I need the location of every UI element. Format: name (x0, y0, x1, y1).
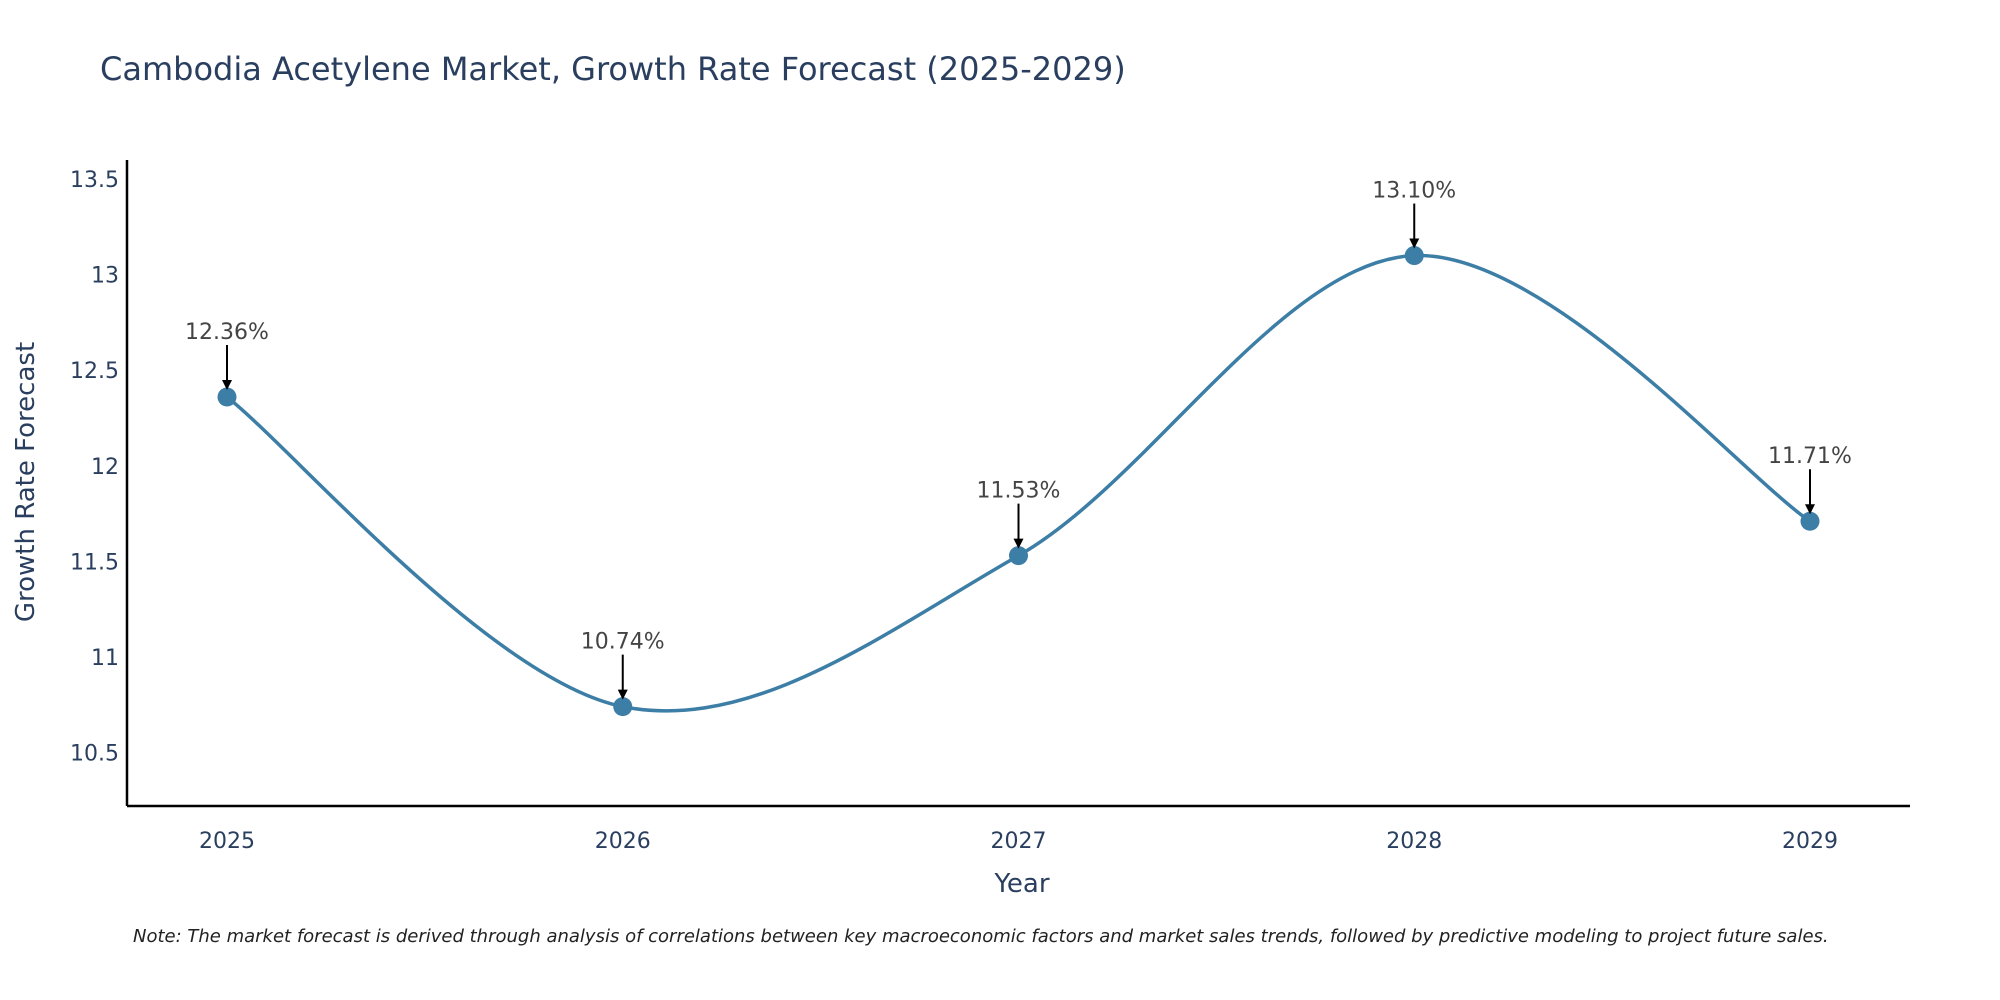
chart-note: Note: The market forecast is derived thr… (133, 926, 1829, 947)
data-label: 10.74% (581, 630, 665, 655)
data-label: 11.71% (1768, 444, 1852, 469)
y-tick-label: 10.5 (70, 741, 119, 766)
y-tick-label: 11 (91, 646, 119, 671)
data-label: 11.53% (977, 479, 1061, 504)
y-tick-label: 13.5 (70, 168, 119, 193)
data-point[interactable] (1800, 511, 1820, 531)
x-tick-label: 2029 (1782, 829, 1838, 854)
x-tick-label: 2025 (199, 829, 255, 854)
y-axis-title: Growth Rate Forecast (11, 342, 41, 622)
y-tick-label: 11.5 (70, 550, 119, 575)
x-axis-title: Year (993, 869, 1049, 899)
chart-title: Cambodia Acetylene Market, Growth Rate F… (100, 50, 1126, 88)
data-point[interactable] (1009, 546, 1028, 566)
y-tick-label: 12.5 (70, 359, 119, 384)
data-point[interactable] (217, 387, 237, 407)
x-tick-label: 2026 (595, 829, 651, 854)
data-point[interactable] (613, 697, 633, 717)
data-point[interactable] (1404, 246, 1424, 266)
y-tick-label: 13 (91, 264, 119, 289)
x-tick-label: 2027 (991, 829, 1047, 854)
y-tick-label: 12 (91, 455, 119, 480)
data-label: 13.10% (1372, 179, 1456, 204)
data-label: 12.36% (185, 320, 269, 345)
x-tick-label: 2028 (1386, 829, 1442, 854)
plot-area: 10.5 11 11.5 12 12.5 13 13.5 2025 2026 2027 2028 20… (70, 160, 1910, 854)
